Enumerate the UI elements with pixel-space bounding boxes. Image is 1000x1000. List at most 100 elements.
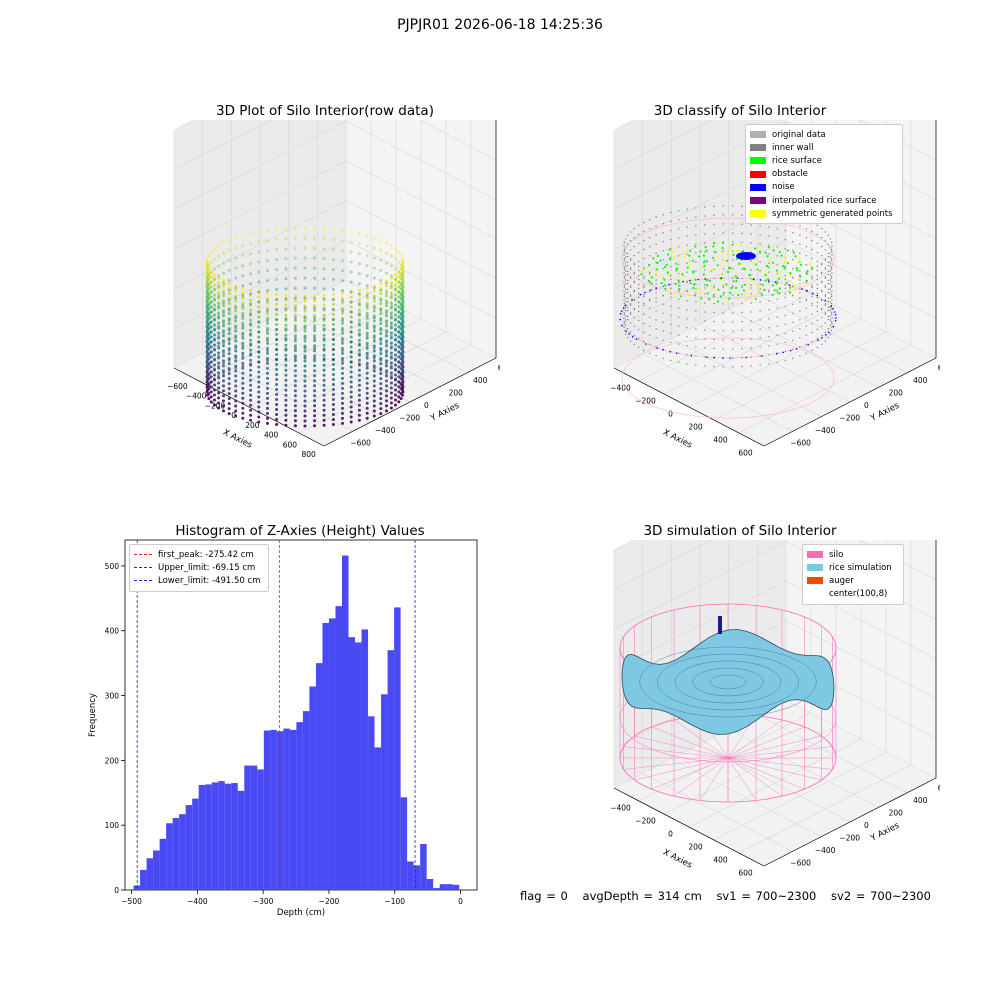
scatter-point <box>341 291 344 295</box>
scatter-point <box>293 369 297 373</box>
wall-point <box>768 354 770 356</box>
scatter-point <box>372 256 376 260</box>
noise-point <box>745 356 748 359</box>
scatter-point <box>222 311 225 315</box>
scatter-point <box>385 351 388 355</box>
scatter-point <box>397 395 401 399</box>
scatter-point <box>385 334 388 338</box>
scatter-point <box>257 405 261 409</box>
wall-point <box>805 264 807 266</box>
wall-point <box>713 277 715 280</box>
scatter-point <box>349 240 353 244</box>
legend-swatch <box>750 197 766 205</box>
wall-point <box>776 280 778 282</box>
scatter-point <box>241 234 245 238</box>
wall-point <box>741 223 743 226</box>
wall-point <box>750 242 752 244</box>
scatter-point <box>372 356 376 360</box>
wall-point <box>678 316 680 318</box>
scatter-point <box>234 346 238 350</box>
surface-point <box>757 269 760 272</box>
scatter-point <box>209 350 213 354</box>
scatter-point <box>322 423 326 427</box>
scatter-point <box>365 354 369 358</box>
wall-point <box>799 234 801 236</box>
scatter-point <box>322 388 326 392</box>
wall-point <box>662 330 664 332</box>
wall-point <box>831 299 833 301</box>
wall-point <box>816 305 818 308</box>
scatter-point <box>249 358 253 362</box>
wall-point <box>695 234 697 236</box>
wall-point <box>830 248 833 251</box>
wall-point <box>768 235 770 237</box>
wall-point <box>741 286 743 289</box>
surface-point <box>786 262 789 265</box>
wall-point <box>799 261 801 263</box>
scatter-point <box>266 386 269 390</box>
scatter-point <box>241 361 245 365</box>
wall-point <box>799 310 801 312</box>
wall-point <box>741 338 743 341</box>
scatter-point <box>389 381 393 385</box>
scatter-point <box>389 361 393 365</box>
scatter-point <box>365 406 369 410</box>
scatter-point <box>357 373 361 377</box>
wall-point <box>670 238 672 241</box>
wall-point <box>695 328 697 330</box>
wall-point <box>722 348 724 350</box>
scatter-point <box>257 370 261 374</box>
x-axis-label: Depth (cm) <box>277 908 325 918</box>
scatter-point <box>365 331 369 335</box>
surface-point <box>673 256 676 259</box>
surface-point <box>776 271 779 274</box>
scatter-point <box>266 326 269 330</box>
scatter-point <box>379 282 383 286</box>
noise-point <box>639 293 642 296</box>
wall-point <box>805 300 807 302</box>
wall-point <box>638 328 640 331</box>
scatter-point <box>349 315 353 319</box>
scatter-point <box>401 357 404 361</box>
scatter-point <box>284 408 288 412</box>
scatter-point <box>241 311 245 315</box>
surface-point <box>717 288 720 291</box>
plot2-title: 3D classify of Silo Interior <box>653 103 827 119</box>
scatter-point <box>394 398 397 402</box>
scatter-point <box>349 345 353 349</box>
scatter-point <box>293 394 297 398</box>
scatter-point <box>227 282 231 286</box>
scatter-point <box>372 299 376 303</box>
scatter-point <box>241 396 245 400</box>
simulation-surface <box>619 603 837 803</box>
wall-point <box>792 295 794 297</box>
wall-point <box>627 306 629 309</box>
wall-point <box>805 316 807 318</box>
scatter-point <box>234 336 238 340</box>
scatter-point <box>266 336 269 340</box>
wall-point <box>829 310 831 312</box>
scatter-point <box>293 319 297 323</box>
plot4-title: 3D simulation of Silo Interior <box>643 523 837 539</box>
histogram-bar <box>289 729 297 890</box>
wall-point <box>627 282 629 285</box>
scatter-point <box>213 367 216 371</box>
legend-label: auger <box>829 575 854 586</box>
histogram-bar <box>166 823 173 890</box>
legend-item: original data <box>750 128 898 141</box>
wall-point <box>649 282 651 284</box>
scatter-point <box>217 364 221 368</box>
scatter-point <box>213 353 216 357</box>
scatter-point <box>397 400 401 404</box>
scatter-point <box>241 244 245 248</box>
scatter-point <box>357 348 361 352</box>
scatter-point <box>341 319 344 323</box>
histogram-bar <box>146 858 154 890</box>
scatter-point <box>341 329 344 333</box>
y-tick-label: 200 <box>105 756 120 765</box>
scatter-point <box>234 286 238 290</box>
y-tick-label: −400 <box>375 426 396 435</box>
scatter-point <box>389 281 393 285</box>
wall-point <box>776 334 778 336</box>
scatter-point <box>331 353 335 356</box>
